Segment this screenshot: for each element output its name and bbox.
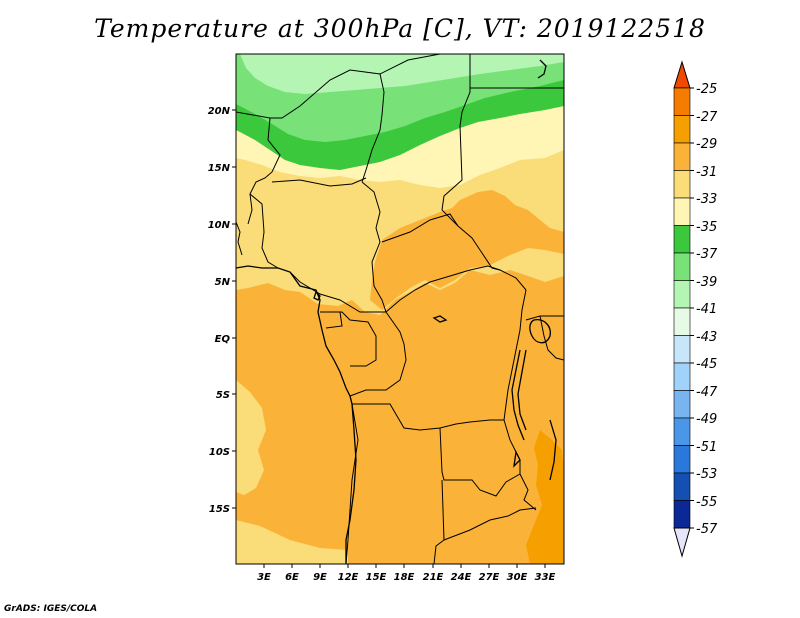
patch-minus-31-southwest	[236, 380, 266, 495]
colorbar-label: -27	[696, 110, 718, 125]
colorbar-segment	[673, 142, 691, 171]
colorbar: -25 -27 -29 -31 -33 -35 -37 -39 -41 -43 …	[673, 60, 718, 558]
colorbar-label: -51	[696, 440, 717, 455]
colorbar-segment	[673, 252, 691, 281]
patch-minus-31-south	[236, 520, 348, 564]
colorbar-segment	[673, 87, 691, 116]
lat-label: 10S	[209, 447, 230, 458]
band-minus-41	[240, 54, 564, 94]
map-title: Temperature at 300hPa [C], VT: 201912251…	[94, 14, 706, 43]
lon-label: 33E	[535, 572, 556, 583]
lat-label: 15N	[208, 163, 231, 174]
lon-labels: 3E 6E 9E 12E 15E 18E 21E 24E 27E 30E 33E	[257, 572, 555, 583]
colorbar-segment	[673, 225, 691, 254]
lon-label: 3E	[257, 572, 271, 583]
colorbar-segment	[673, 115, 691, 144]
colorbar-segment	[673, 170, 691, 199]
credit-text: GrADS: IGES/COLA	[4, 604, 98, 614]
colorbar-segment	[673, 197, 691, 226]
colorbar-label: -55	[696, 495, 717, 510]
colorbar-label: -43	[696, 330, 717, 345]
colorbar-segment	[673, 362, 691, 391]
lon-ticks	[263, 564, 546, 568]
lon-label: 6E	[285, 572, 299, 583]
colorbar-label: -41	[696, 302, 717, 317]
colorbar-segment	[673, 500, 691, 529]
lat-label: 5S	[216, 390, 230, 401]
colorbar-label: -33	[696, 192, 717, 207]
coastlines	[236, 59, 557, 564]
colorbar-segment	[673, 280, 691, 309]
colorbar-label: -49	[696, 412, 717, 427]
map-frame	[235, 53, 565, 565]
colorbar-label: -29	[696, 137, 717, 152]
colorbar-segment	[673, 472, 691, 501]
band-minus-29-intrusion	[370, 190, 564, 310]
country-borders	[236, 54, 564, 564]
colorbar-label: -45	[696, 357, 717, 372]
colorbar-label: -39	[696, 275, 717, 290]
colorbar-segment	[673, 307, 691, 336]
colorbar-label: -47	[696, 385, 718, 400]
colorbar-segment	[673, 335, 691, 364]
lat-label: EQ	[215, 334, 231, 345]
lat-label: 20N	[208, 106, 231, 117]
colorbar-bottom-arrow	[673, 527, 691, 558]
colorbar-labels: -25 -27 -29 -31 -33 -35 -37 -39 -41 -43 …	[696, 82, 718, 537]
colorbar-label: -31	[696, 165, 717, 180]
colorbar-segment	[673, 390, 691, 419]
colorbar-label: -57	[696, 522, 718, 537]
colorbar-label: -25	[696, 82, 717, 97]
lon-label: 15E	[366, 572, 387, 583]
lon-label: 24E	[451, 572, 472, 583]
lon-label: 27E	[479, 572, 500, 583]
colorbar-label: -35	[696, 220, 717, 235]
lon-label: 18E	[394, 572, 415, 583]
colorbar-label: -53	[696, 467, 717, 482]
lon-label: 9E	[313, 572, 327, 583]
lat-labels: 20N 15N 10N 5N EQ 5S 10S 15S	[208, 106, 231, 515]
lat-label: 15S	[209, 504, 230, 515]
lat-label: 5N	[215, 277, 231, 288]
temperature-field	[236, 54, 564, 564]
lon-label: 12E	[338, 572, 359, 583]
lat-label: 10N	[208, 220, 231, 231]
patch-minus-27-east	[526, 430, 564, 564]
lat-ticks	[232, 109, 236, 509]
lon-label: 21E	[423, 572, 444, 583]
colorbar-segment	[673, 445, 691, 474]
lon-label: 30E	[507, 572, 528, 583]
colorbar-top-arrow	[673, 60, 691, 89]
colorbar-segment	[673, 417, 691, 446]
colorbar-label: -37	[696, 247, 718, 262]
